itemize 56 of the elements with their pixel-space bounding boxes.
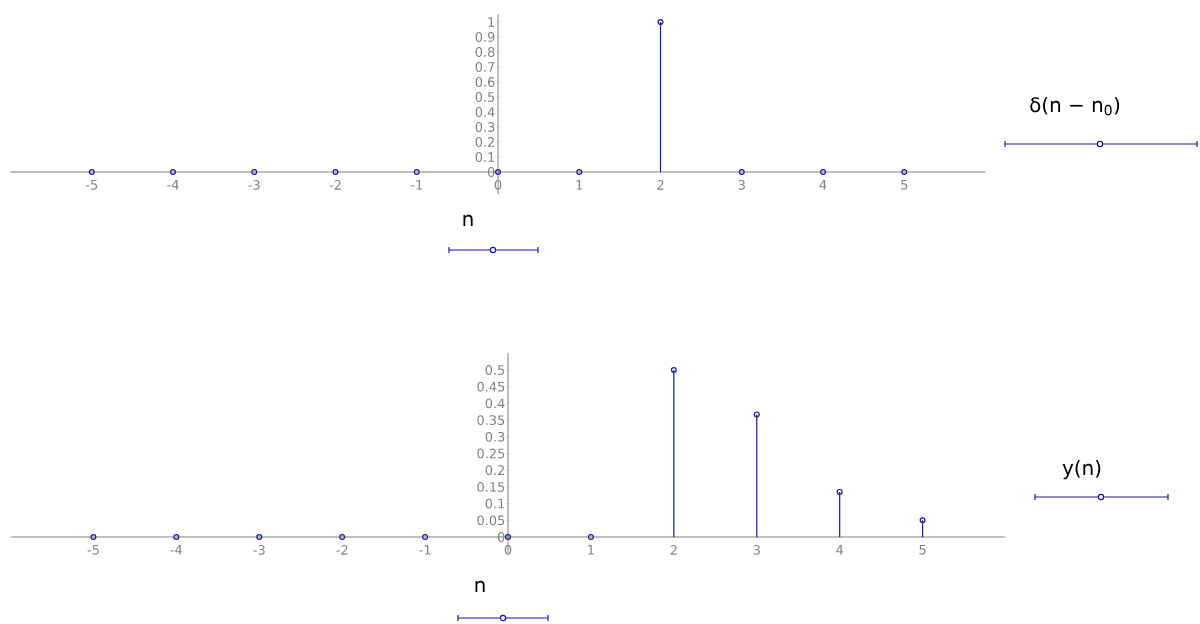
x-tick-label: 4 bbox=[819, 180, 827, 190]
y-tick-label: 0.1 bbox=[475, 152, 495, 162]
y-tick-label: 0.25 bbox=[477, 448, 505, 459]
y-tick-label: 0.2 bbox=[485, 465, 505, 476]
x-axis-title: n bbox=[475, 580, 485, 592]
y-tick-label: 0.8 bbox=[475, 47, 495, 57]
point bbox=[670, 367, 677, 373]
x-tick-label: 1 bbox=[576, 180, 583, 190]
x-tick-label: -4 bbox=[170, 545, 183, 555]
y-tick-label: 0 bbox=[497, 532, 505, 542]
point bbox=[256, 534, 263, 540]
y-tick-label: 0.35 bbox=[477, 415, 505, 425]
point bbox=[836, 488, 843, 495]
y-tick-label: 0.4 bbox=[475, 107, 495, 117]
y-tick-label: 0.4 bbox=[485, 398, 505, 409]
x-tick-label: -3 bbox=[253, 545, 265, 555]
x-tick-label: 0 bbox=[504, 545, 512, 555]
y-tick-label: 0.1 bbox=[485, 498, 505, 509]
y-tick-label: 0 bbox=[487, 167, 495, 177]
x-tick-label: 3 bbox=[738, 180, 745, 190]
x-tick-label: -4 bbox=[167, 180, 179, 190]
x-tick-label: 5 bbox=[901, 180, 908, 190]
point bbox=[422, 534, 429, 540]
x-tick-label: 1 bbox=[588, 545, 594, 555]
x-tick-label: -1 bbox=[419, 545, 431, 555]
y-tick-label: 0.7 bbox=[475, 62, 495, 72]
y-axis-title: y(n) bbox=[1062, 459, 1101, 480]
y-axis-title: δ(n − n$_{0}$) bbox=[1030, 96, 1120, 116]
y-tick-label: 0.05 bbox=[477, 515, 505, 526]
y-tick-label: 0.15 bbox=[477, 482, 505, 492]
y-tick-label: 0.45 bbox=[477, 381, 505, 392]
x-tick-label: 4 bbox=[836, 545, 844, 555]
y-tick-label: 1 bbox=[488, 17, 495, 27]
y-tick-label: 0.5 bbox=[485, 365, 505, 375]
x-tick-label: -5 bbox=[85, 180, 98, 190]
y-tick-label: 0.3 bbox=[475, 122, 495, 132]
y-tick-label: 0.6 bbox=[475, 77, 495, 87]
x-tick-label: 2 bbox=[670, 545, 677, 555]
y-tick-label: 0.5 bbox=[475, 92, 495, 102]
y-tick-label: 0.2 bbox=[475, 137, 495, 147]
x-tick-label: -5 bbox=[87, 545, 99, 555]
x-tick-label: 3 bbox=[753, 545, 760, 555]
x-tick-label: -1 bbox=[410, 180, 423, 190]
x-tick-label: -2 bbox=[336, 545, 348, 555]
x-tick-label: 2 bbox=[657, 180, 664, 190]
x-tick-label: 5 bbox=[919, 545, 926, 555]
point bbox=[587, 534, 594, 540]
point bbox=[505, 534, 512, 540]
point bbox=[753, 411, 760, 418]
x-tick-label: -2 bbox=[329, 180, 341, 190]
y-tick-label: 0.9 bbox=[475, 32, 495, 42]
y-tick-label: 0.3 bbox=[485, 431, 505, 442]
x-axis-title: n bbox=[463, 214, 473, 226]
x-tick-label: -3 bbox=[248, 180, 260, 190]
point bbox=[173, 534, 180, 540]
point bbox=[339, 534, 346, 540]
